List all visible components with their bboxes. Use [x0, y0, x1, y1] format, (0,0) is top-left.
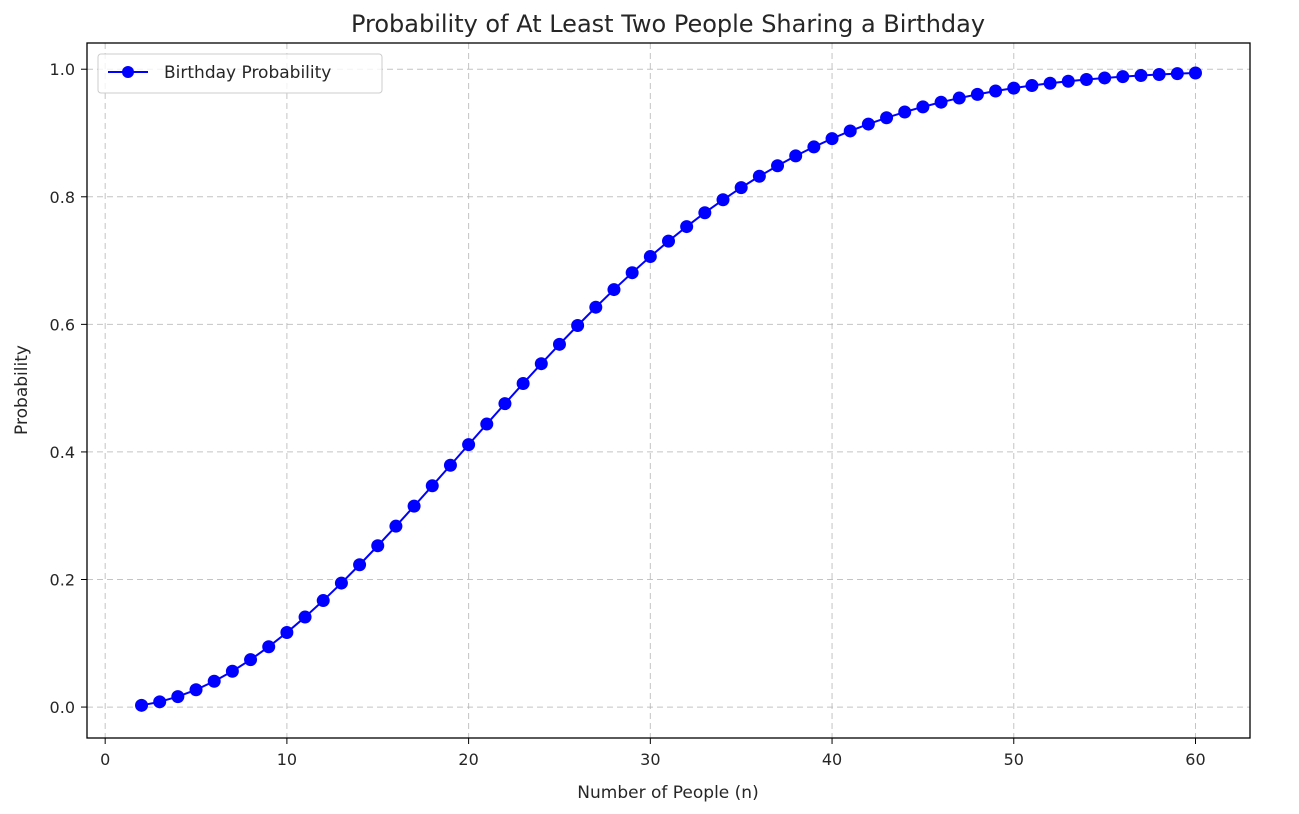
- data-point: [552, 337, 566, 351]
- data-point: [1043, 76, 1057, 90]
- y-tick-label: 0.0: [50, 698, 75, 717]
- data-point: [698, 206, 712, 220]
- y-tick-label: 0.4: [50, 443, 75, 462]
- data-point: [1116, 70, 1130, 84]
- data-point: [1061, 74, 1075, 88]
- data-point: [589, 300, 603, 314]
- data-point: [389, 519, 403, 533]
- data-point: [898, 105, 912, 119]
- data-point: [752, 169, 766, 183]
- data-point: [425, 479, 439, 493]
- legend-series-marker: [122, 66, 134, 78]
- data-point: [1152, 68, 1166, 82]
- data-point: [571, 319, 585, 332]
- data-point: [298, 610, 312, 624]
- data-point: [989, 84, 1003, 98]
- data-point: [807, 140, 821, 154]
- data-point: [1170, 67, 1184, 81]
- legend: Birthday Probability: [97, 53, 383, 94]
- data-point: [262, 640, 276, 654]
- data-point: [843, 124, 857, 138]
- data-point: [1025, 79, 1039, 93]
- x-axis-label: Number of People (n): [577, 783, 758, 803]
- data-point: [280, 626, 294, 639]
- y-tick-label: 0.6: [50, 315, 75, 334]
- data-point: [480, 417, 494, 431]
- x-tick-label: 20: [458, 750, 478, 769]
- data-point: [407, 499, 421, 513]
- plot-frame: [86, 42, 1251, 739]
- x-tick-label: 40: [822, 750, 842, 769]
- data-point: [643, 250, 657, 264]
- x-tick-label: 10: [277, 750, 297, 769]
- data-point: [952, 91, 966, 105]
- data-point: [607, 283, 621, 297]
- data-point: [189, 683, 203, 697]
- data-point: [462, 438, 476, 452]
- data-point: [353, 558, 367, 572]
- axis-layer: 0 10 20 30 40 50 60 0.0 0.2 0.4 0.6 0.8 1.0: [50, 60, 1206, 769]
- data-point: [498, 397, 512, 411]
- legend-series-label: Birthday Probability: [164, 63, 331, 83]
- data-point: [316, 594, 330, 608]
- data-point: [516, 376, 530, 390]
- data-point: [789, 149, 803, 163]
- data-point: [1134, 69, 1148, 83]
- data-point: [662, 234, 675, 248]
- data-point: [153, 695, 167, 709]
- data-point: [916, 100, 930, 114]
- data-point: [970, 87, 984, 101]
- y-tick-label: 0.2: [50, 570, 75, 589]
- plot-area: [87, 43, 1250, 738]
- data-point: [934, 95, 948, 109]
- data-point: [625, 266, 639, 280]
- series-layer: [135, 66, 1202, 712]
- x-tick-label: 30: [640, 750, 660, 769]
- data-point: [1098, 71, 1112, 85]
- data-point: [716, 193, 730, 207]
- chart-title: Probability of At Least Two People Shari…: [351, 10, 985, 38]
- y-axis-label: Probability: [12, 345, 32, 435]
- x-tick-label: 50: [1004, 750, 1024, 769]
- data-point: [734, 181, 748, 195]
- data-point: [207, 674, 221, 688]
- x-tick-label: 60: [1185, 750, 1205, 769]
- y-tick-label: 1.0: [50, 60, 75, 79]
- data-point: [771, 159, 785, 173]
- x-tick-label: 0: [100, 750, 110, 769]
- data-point: [680, 220, 694, 234]
- data-point: [534, 357, 548, 371]
- data-point: [443, 458, 457, 472]
- data-point: [371, 539, 385, 553]
- data-point: [1079, 72, 1093, 86]
- data-point: [225, 664, 239, 678]
- data-point: [171, 690, 185, 704]
- data-point: [861, 117, 875, 131]
- data-point: [135, 698, 149, 712]
- data-point: [880, 111, 894, 125]
- y-tick-label: 0.8: [50, 188, 75, 207]
- legend-box: [97, 53, 383, 94]
- data-point: [825, 132, 839, 146]
- data-point: [334, 576, 348, 590]
- data-point: [244, 653, 258, 667]
- data-point: [1007, 81, 1021, 95]
- data-point: [1188, 66, 1202, 80]
